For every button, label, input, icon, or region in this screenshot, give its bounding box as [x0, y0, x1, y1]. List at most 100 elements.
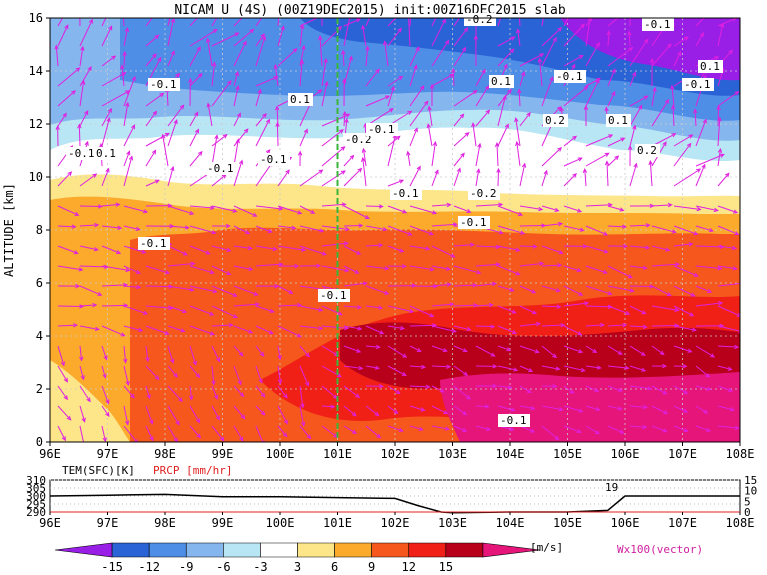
wind-vector-head — [300, 421, 306, 427]
wind-vector-head — [294, 263, 300, 269]
y-tick-label: 16 — [29, 11, 43, 25]
wind-vector-head — [102, 373, 107, 379]
x-tick-label: 107E — [668, 447, 697, 461]
wind-vector-head — [734, 91, 740, 96]
wind-vector — [123, 27, 129, 47]
wind-vector-head — [135, 226, 141, 232]
wind-vector — [233, 160, 243, 187]
wind-vector-head — [62, 112, 67, 118]
wind-vector — [695, 405, 708, 414]
wind-vector — [123, 205, 148, 213]
wind-vector-head — [343, 325, 349, 331]
wind-vector-head — [662, 141, 667, 147]
wind-vector — [145, 53, 157, 67]
wind-vector-head — [318, 326, 324, 331]
contour-label-bg — [343, 133, 375, 146]
wind-vector — [717, 365, 732, 371]
wind-vector-head — [425, 384, 431, 390]
wind-vector-head — [154, 34, 160, 40]
wind-vector — [299, 129, 308, 147]
wind-vector-head — [282, 432, 288, 438]
contour-label: -0.2 — [345, 133, 372, 146]
wind-vector — [255, 89, 262, 107]
x-tick-label: 103E — [438, 447, 467, 461]
wind-vector — [211, 135, 218, 167]
wind-vector — [607, 324, 627, 327]
wind-vector-head — [580, 367, 586, 373]
wind-vector-head — [232, 292, 238, 297]
wind-vector-head — [515, 271, 521, 276]
wind-vector-head — [569, 389, 575, 394]
contour-label-bg — [698, 60, 723, 73]
wind-vector-head — [324, 80, 329, 87]
colorbar-level: 9 — [368, 560, 375, 574]
wind-vector-head — [699, 32, 704, 38]
wind-vector — [387, 425, 403, 432]
wind-vector — [497, 48, 515, 67]
wind-vector — [233, 18, 243, 27]
contour-label: 0.1 — [700, 60, 720, 73]
wind-vector-head — [274, 105, 280, 111]
wind-vector — [673, 305, 694, 317]
wind-vector — [145, 385, 151, 399]
wind-vector-head — [361, 24, 366, 30]
wind-vector — [695, 365, 710, 378]
wind-vector — [409, 128, 418, 147]
wind-vector-head — [398, 427, 404, 433]
contour-labels: -0.1-0.1 0.1-0.10.1-0.1-0.2-0.1-0.1-0.1-0… — [66, 13, 723, 427]
wind-vector — [79, 385, 91, 402]
wind-vector-head — [175, 420, 180, 426]
wind-vector-head — [234, 32, 240, 37]
wind-vector-head — [484, 404, 490, 409]
wind-vector-head — [582, 167, 588, 174]
wind-vector-head — [277, 379, 283, 385]
wind-vector-head — [628, 8, 631, 12]
colorbar-level: 3 — [294, 560, 301, 574]
wind-vector — [563, 365, 585, 372]
wind-vector-head — [354, 269, 360, 274]
wind-vector — [541, 305, 561, 308]
colorbar-swatch — [54, 542, 113, 558]
wind-vector-head — [80, 45, 85, 51]
wind-vector-head — [594, 430, 600, 435]
wind-vector — [277, 225, 296, 229]
wind-vector — [717, 305, 740, 317]
wind-vector — [651, 425, 667, 433]
wind-vector — [607, 137, 625, 147]
wind-vector-head — [495, 244, 501, 250]
wind-vector — [343, 365, 363, 369]
wind-vector — [673, 345, 692, 353]
wind-vector-head — [629, 288, 635, 293]
wind-vector-head — [710, 353, 716, 358]
contour-label: -0.2 — [466, 13, 493, 26]
wind-vector-head — [170, 358, 175, 364]
wind-vector — [79, 285, 102, 296]
wind-vector — [541, 285, 560, 292]
contour-label-bg — [138, 237, 170, 250]
wind-vector — [695, 164, 706, 187]
wind-vector — [101, 18, 107, 27]
wind-vector-head — [510, 407, 516, 412]
wind-vector — [431, 425, 450, 430]
wind-vector — [629, 325, 647, 328]
wind-vector-head — [425, 246, 431, 251]
wind-vector — [563, 385, 574, 394]
wind-vector — [453, 265, 481, 274]
wind-vector-head — [604, 152, 610, 157]
wind-vector-head — [239, 392, 245, 398]
wind-vector — [409, 365, 425, 368]
wind-vector — [233, 225, 250, 235]
wind-vector — [453, 168, 461, 187]
wind-vector — [167, 325, 185, 332]
wind-vector-head — [84, 109, 89, 116]
wind-vector-head — [696, 206, 702, 212]
wind-vector-head — [675, 262, 681, 267]
wind-vector — [717, 148, 721, 167]
wind-vector-head — [188, 395, 194, 401]
wind-vector — [255, 365, 263, 383]
wind-vector — [541, 345, 557, 358]
wind-vector-head — [628, 46, 634, 52]
wind-vector — [299, 18, 319, 27]
wind-vector-head — [321, 251, 327, 256]
wind-vector-head — [466, 395, 471, 400]
